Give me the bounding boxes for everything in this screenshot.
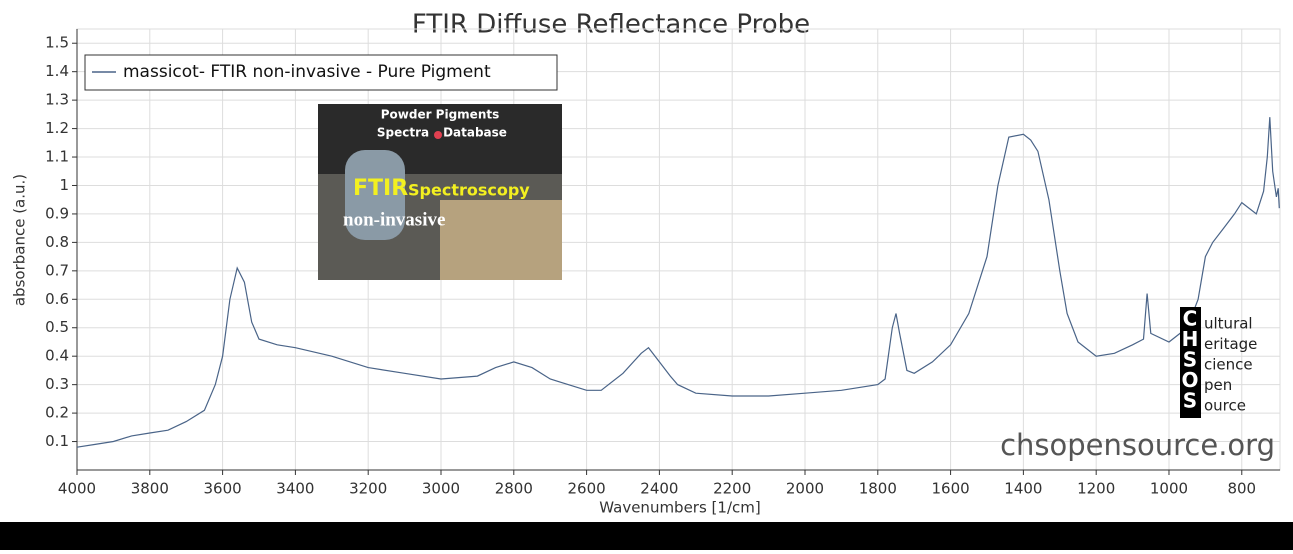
y-tick-label: 1.3 bbox=[45, 91, 69, 109]
y-tick-label: 0.1 bbox=[45, 432, 69, 450]
x-axis-label: Wavenumbers [1/cm] bbox=[599, 499, 760, 517]
chart-title: FTIR Diffuse Reflectance Probe bbox=[412, 10, 810, 40]
logo-word: ource bbox=[1204, 397, 1246, 415]
inset-text: Database bbox=[443, 126, 507, 140]
logo-bar bbox=[1180, 307, 1201, 418]
legend: massicot- FTIR non-invasive - Pure Pigme… bbox=[84, 54, 558, 91]
y-tick-label: 0.6 bbox=[45, 290, 69, 308]
photo-device bbox=[345, 150, 405, 240]
photo-table bbox=[440, 200, 562, 280]
legend-label: massicot- FTIR non-invasive - Pure Pigme… bbox=[123, 62, 491, 82]
x-tick-label: 2400 bbox=[640, 480, 678, 498]
logo-letter: H bbox=[1182, 327, 1199, 351]
y-tick-label: 0.3 bbox=[45, 375, 69, 393]
y-tick-label: 0.4 bbox=[45, 347, 69, 365]
logo-letter: O bbox=[1181, 368, 1198, 392]
spectrum-line bbox=[76, 117, 1280, 448]
x-tick-label: 2000 bbox=[786, 480, 824, 498]
x-tick-label: 1400 bbox=[1004, 480, 1042, 498]
logo-word: pen bbox=[1204, 376, 1232, 394]
y-tick-label: 1.2 bbox=[45, 119, 69, 137]
legend-box bbox=[84, 54, 558, 91]
logo-word: ultural bbox=[1204, 315, 1253, 333]
x-tick-label: 3400 bbox=[276, 480, 314, 498]
x-tick-label: 1600 bbox=[931, 480, 969, 498]
logo-letter: S bbox=[1183, 348, 1197, 372]
inset-text: FTIR bbox=[353, 176, 408, 201]
logo-word: eritage bbox=[1204, 335, 1257, 353]
x-tick-label: 3600 bbox=[204, 480, 242, 498]
x-tick-label: 1200 bbox=[1077, 480, 1115, 498]
inset-photo: Powder Pigments Spectra Database FTIR Sp… bbox=[318, 104, 562, 280]
grid: 0.1 0.2 0.3 0.4 0.5 0.6 0.7 0.8 0.9 1 1.1 1.2 1.3 1.4… bbox=[45, 28, 1281, 498]
y-axis-label: absorbance (a.u.) bbox=[11, 174, 29, 306]
photo-dot bbox=[434, 131, 442, 139]
inset-text: Spectroscopy bbox=[408, 181, 530, 200]
watermark: chsopensource.org bbox=[1000, 428, 1275, 462]
x-tick-label: 3200 bbox=[349, 480, 387, 498]
x-tick-label: 3000 bbox=[422, 480, 460, 498]
y-tick-label: 0.7 bbox=[45, 261, 69, 279]
logo-letter: C bbox=[1183, 307, 1198, 331]
y-tick-label: 0.8 bbox=[45, 233, 69, 251]
y-tick-label: 1.1 bbox=[45, 148, 69, 166]
x-tick-label: 1800 bbox=[859, 480, 897, 498]
logo-word: cience bbox=[1204, 356, 1253, 374]
bottom-bar bbox=[0, 522, 1293, 550]
y-tick-label: 0.5 bbox=[45, 318, 69, 336]
plot bbox=[76, 117, 1280, 448]
plot-frame bbox=[76, 28, 1281, 471]
x-tick-label: 800 bbox=[1227, 480, 1256, 498]
x-tick-label: 1000 bbox=[1150, 480, 1188, 498]
x-tick-label: 4000 bbox=[58, 480, 96, 498]
x-tick-label: 2800 bbox=[495, 480, 533, 498]
x-tick-label: 2600 bbox=[567, 480, 605, 498]
y-tick-label: 0.2 bbox=[45, 404, 69, 422]
y-tick-label: 1.4 bbox=[45, 62, 69, 80]
logo-letter: S bbox=[1183, 389, 1197, 413]
y-tick-label: 1.5 bbox=[45, 34, 69, 52]
y-tick-label: 1 bbox=[59, 176, 69, 194]
inset-text: non-invasive bbox=[343, 209, 445, 230]
inset-text: Powder Pigments bbox=[381, 108, 500, 122]
y-tick-label: 0.9 bbox=[45, 204, 69, 222]
x-tick-label: 2200 bbox=[713, 480, 751, 498]
inset-text: Spectra bbox=[377, 126, 429, 140]
x-tick-label: 3800 bbox=[131, 480, 169, 498]
